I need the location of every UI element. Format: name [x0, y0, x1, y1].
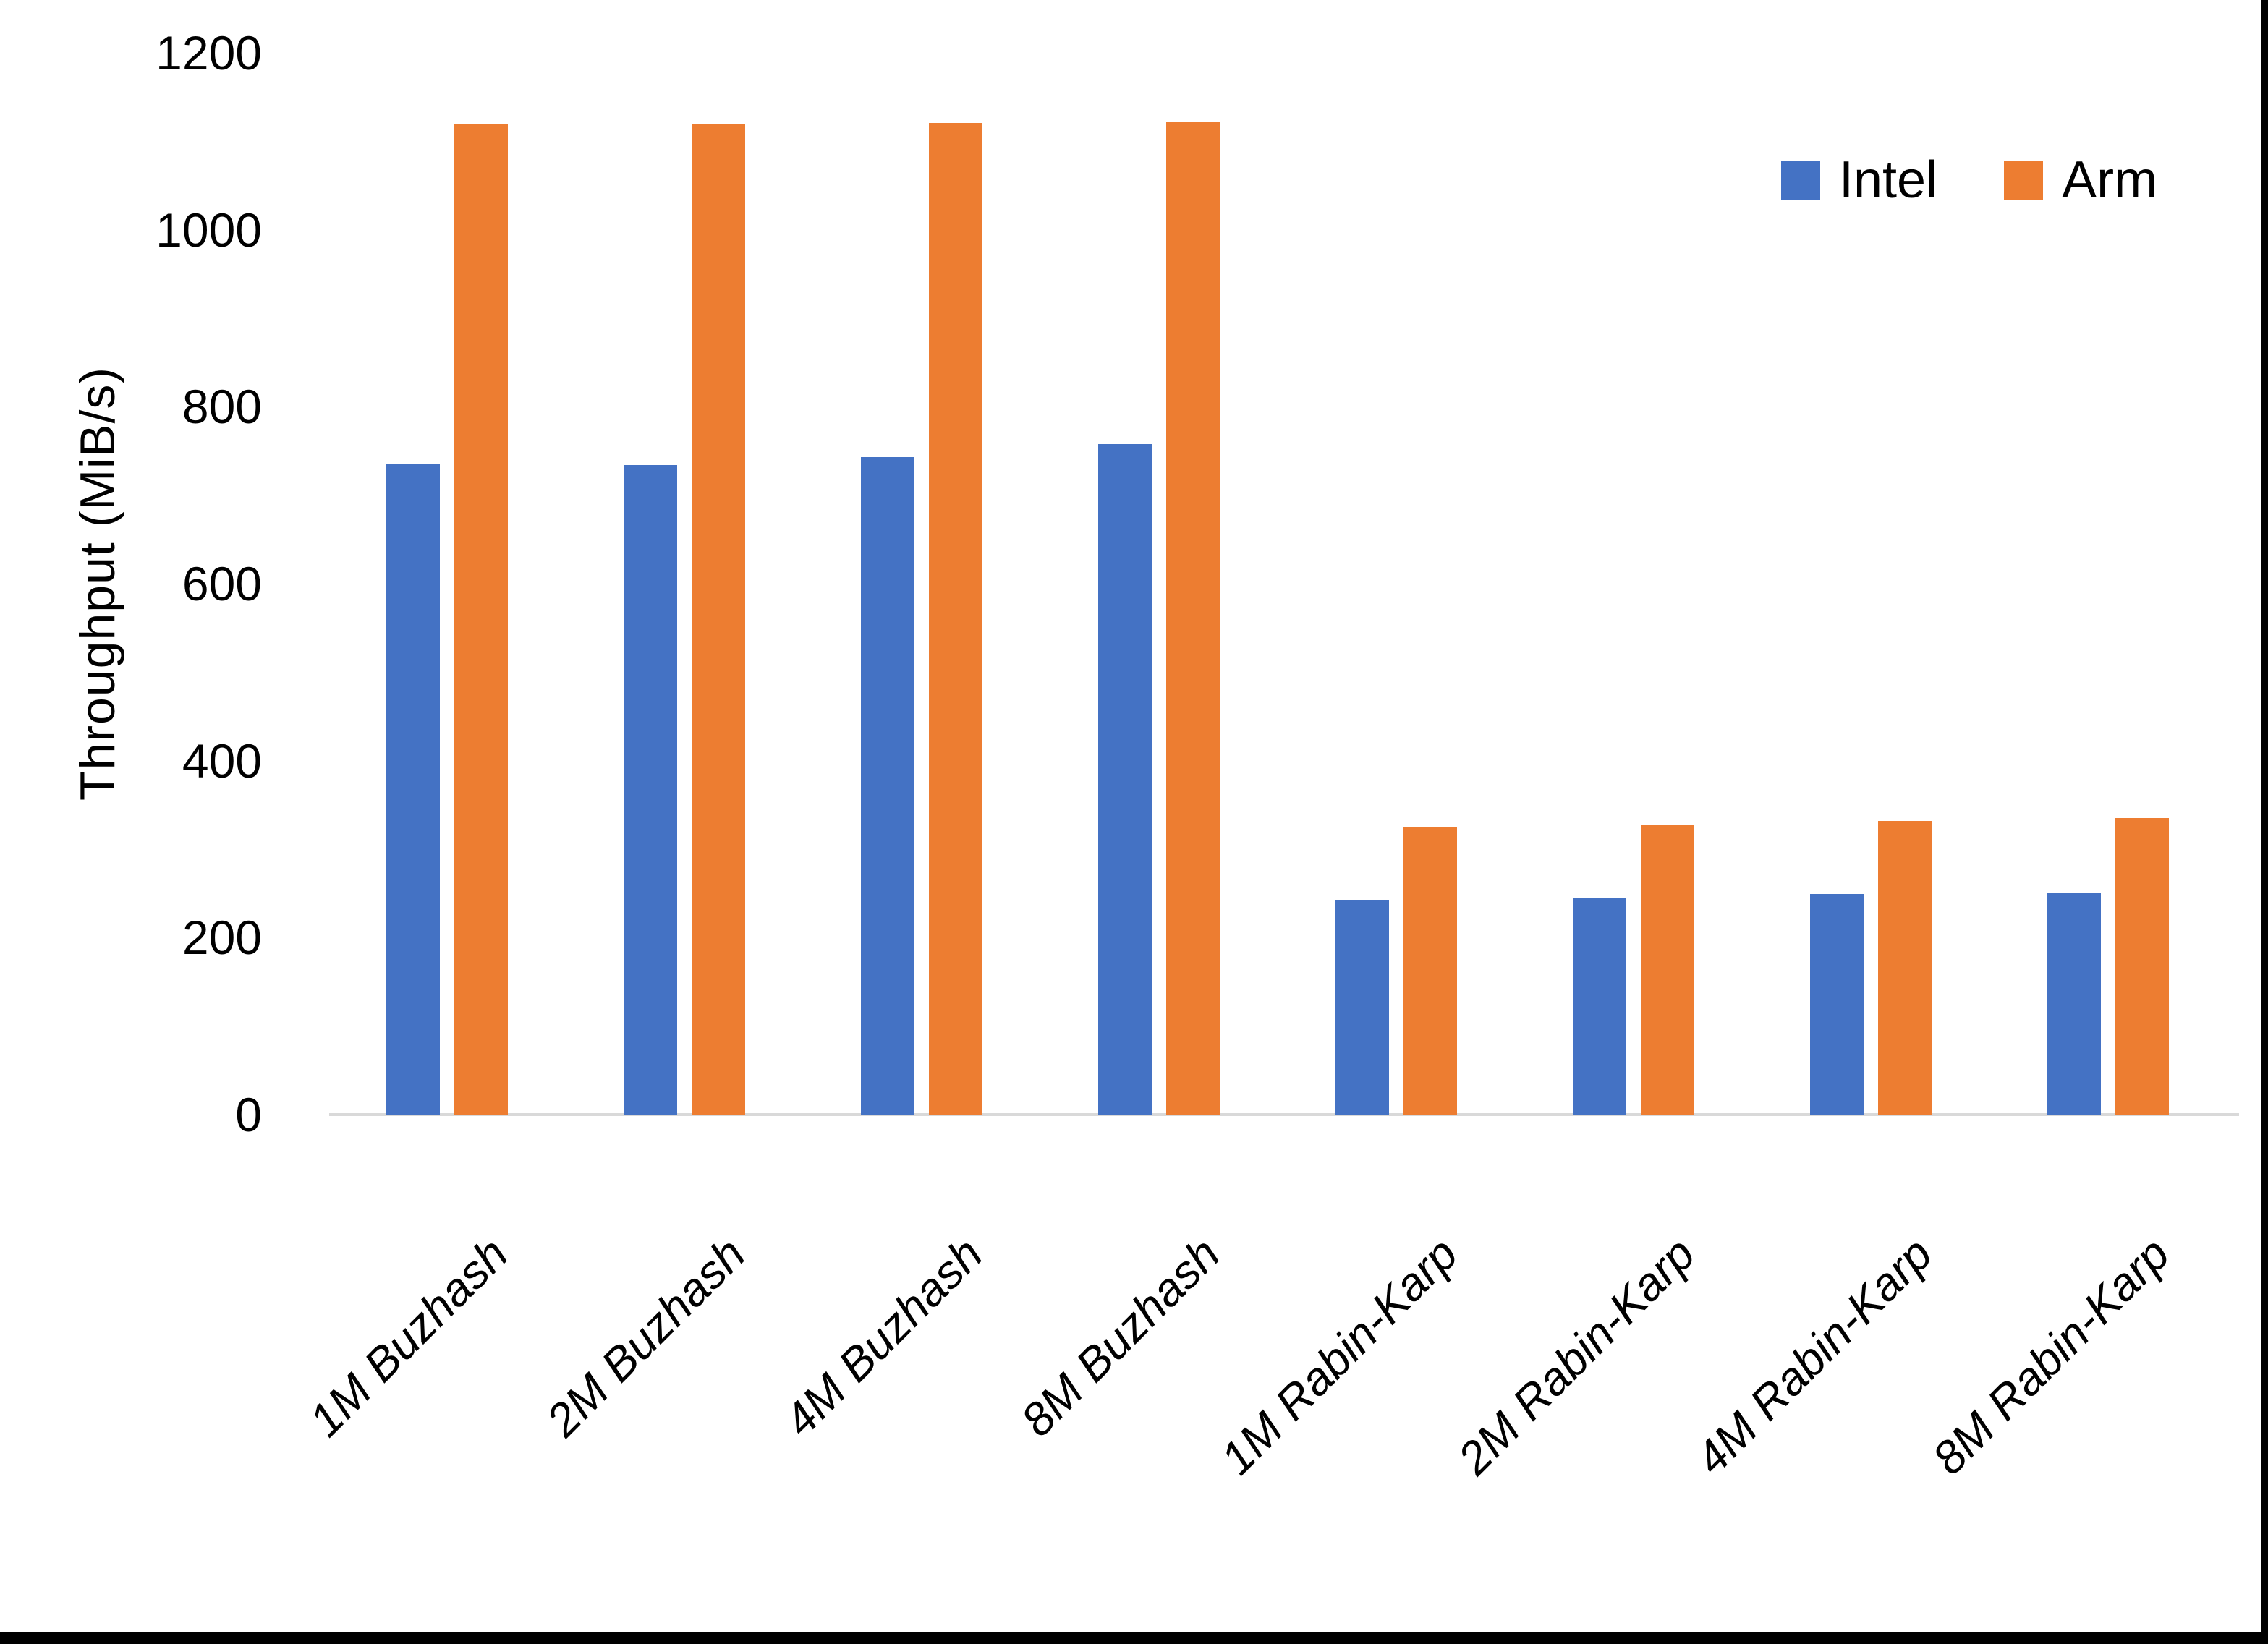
bar-arm-4m-rabin-karp	[1878, 821, 1932, 1115]
legend-swatch-intel	[1781, 161, 1820, 200]
bar-intel-8m-rabin-karp	[2047, 893, 2101, 1115]
x-category-label-4m-rabin-karp: 4M Rabin-Karp	[1684, 1227, 1942, 1485]
y-tick-label-400: 400	[182, 734, 262, 788]
x-category-label-1m-rabin-karp: 1M Rabin-Karp	[1210, 1227, 1468, 1485]
x-category-label-2m-rabin-karp: 2M Rabin-Karp	[1447, 1227, 1705, 1485]
bar-arm-1m-rabin-karp	[1403, 827, 1457, 1115]
bar-arm-2m-rabin-karp	[1641, 825, 1694, 1115]
y-tick-label-1000: 1000	[156, 203, 262, 257]
screenshot-border-bottom	[0, 1632, 2268, 1644]
x-category-label-2m-buzhash: 2M Buzhash	[536, 1227, 756, 1447]
bar-arm-4m-buzhash	[929, 123, 982, 1115]
bar-intel-2m-buzhash	[624, 465, 677, 1115]
legend-label-intel: Intel	[1839, 151, 1938, 209]
x-axis-line	[329, 1113, 2239, 1116]
y-tick-label-200: 200	[182, 911, 262, 964]
x-category-label-4m-buzhash: 4M Buzhash	[773, 1227, 993, 1447]
y-tick-label-600: 600	[182, 557, 262, 610]
bar-intel-4m-buzhash	[861, 457, 914, 1115]
screenshot-border-right	[2261, 0, 2268, 1644]
bar-arm-2m-buzhash	[692, 124, 745, 1115]
y-tick-label-1200: 1200	[156, 26, 262, 80]
bar-arm-8m-rabin-karp	[2115, 818, 2169, 1115]
legend-swatch-arm	[2004, 161, 2044, 200]
legend: Intel Arm	[1781, 154, 2157, 206]
x-category-label-1m-buzhash: 1M Buzhash	[299, 1227, 519, 1447]
legend-label-arm: Arm	[2062, 151, 2158, 209]
bar-intel-1m-buzhash	[386, 464, 440, 1115]
y-tick-label-800: 800	[182, 380, 262, 433]
x-category-label-8m-buzhash: 8M Buzhash	[1011, 1227, 1231, 1447]
bar-intel-4m-rabin-karp	[1810, 894, 1864, 1115]
x-category-label-8m-rabin-karp: 8M Rabin-Karp	[1921, 1227, 2180, 1485]
bar-arm-1m-buzhash	[454, 124, 508, 1115]
bar-intel-2m-rabin-karp	[1573, 898, 1626, 1115]
bar-intel-1m-rabin-karp	[1335, 900, 1389, 1115]
bar-arm-8m-buzhash	[1166, 122, 1220, 1115]
bar-intel-8m-buzhash	[1098, 444, 1152, 1115]
y-tick-label-0: 0	[235, 1088, 262, 1141]
